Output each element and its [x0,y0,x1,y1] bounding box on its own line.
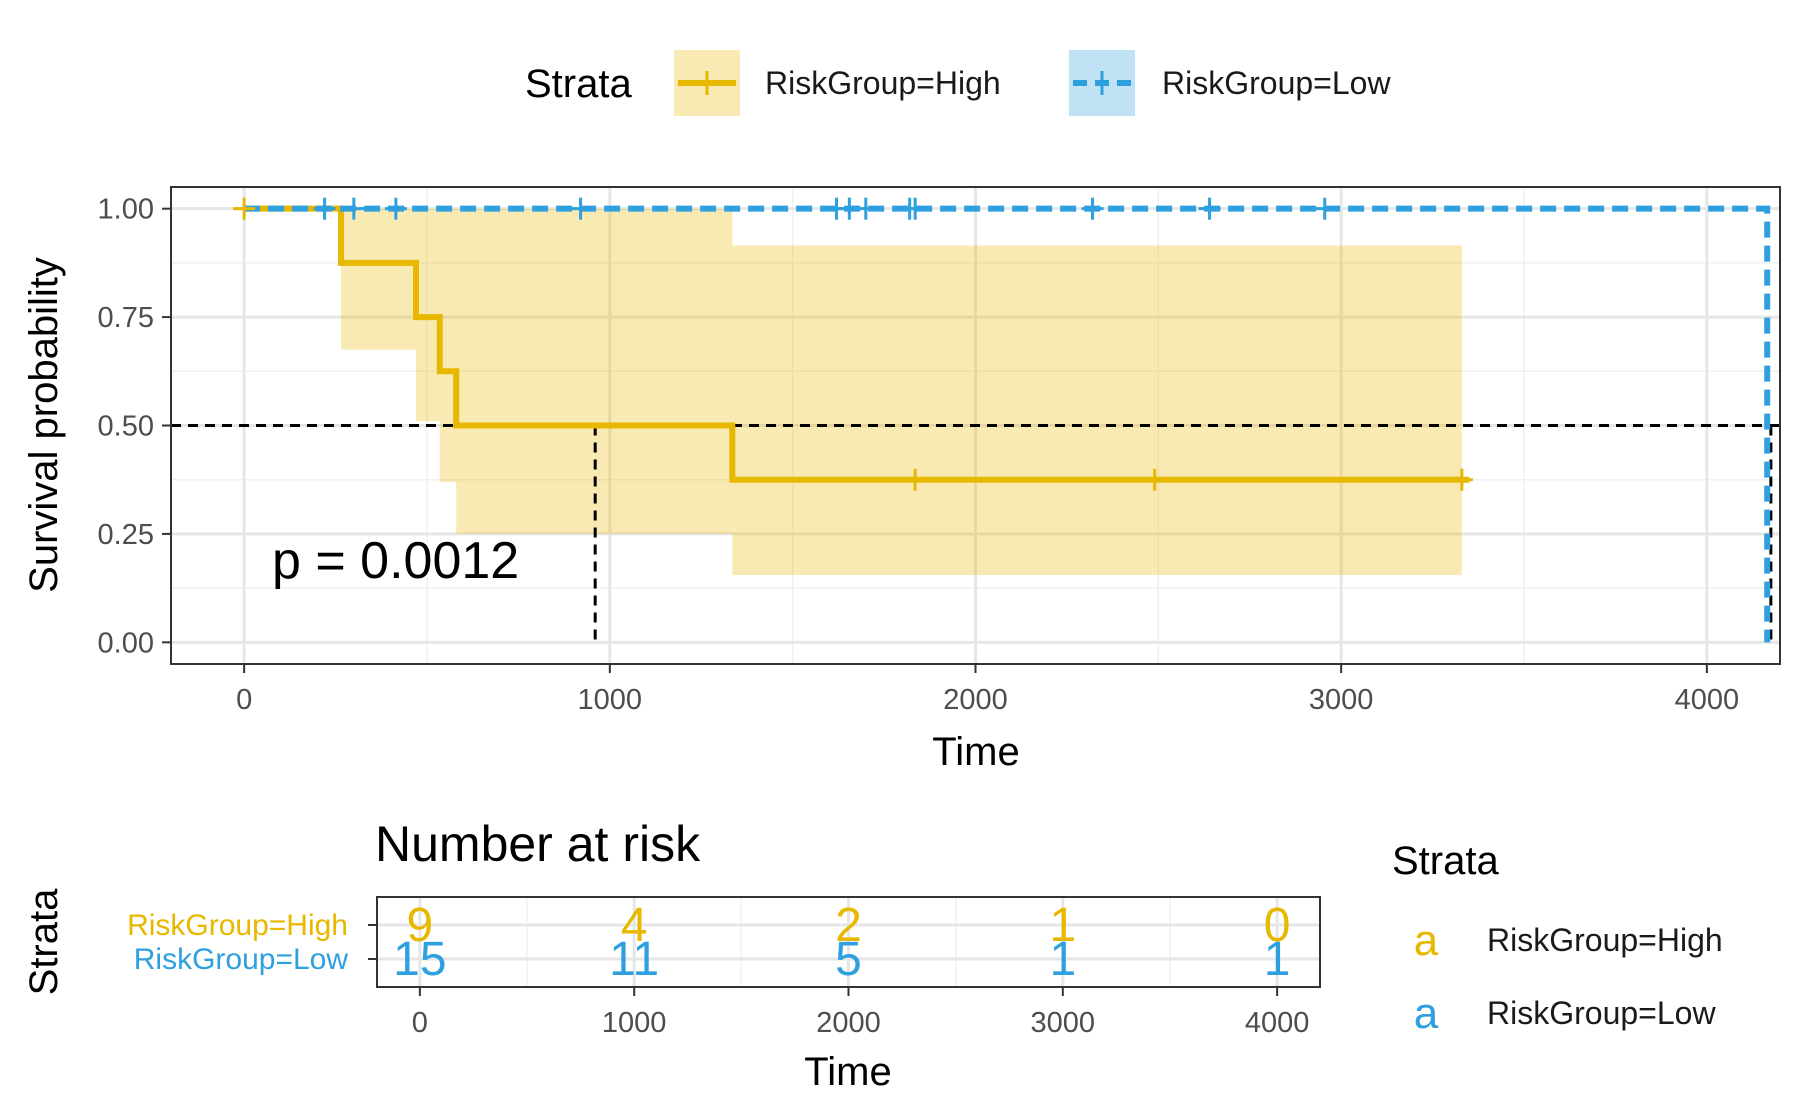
risk-x-tick-label: 0 [412,1007,428,1039]
pvalue-annotation: p = 0.0012 [272,532,519,590]
risk-legend-key-high: a [1414,916,1439,965]
risk-value: 2 [835,899,862,952]
risk-value: 1 [1264,933,1291,986]
km-x-tick-label: 0 [236,684,252,716]
risk-x-tick-label: 2000 [816,1007,881,1039]
risk-legend: Strata a RiskGroup=High a RiskGroup=Low [1392,839,1723,1038]
risk-legend-key-low: a [1414,989,1439,1038]
km-y-axis: 0.00 0.25 0.50 0.75 1.00 [98,194,171,659]
risk-value: 4 [621,899,648,952]
risk-strata-label: RiskGroup=High [127,909,348,942]
km-x-tick-label: 3000 [1309,684,1374,716]
km-confidence-bands [341,208,1462,576]
legend-title: Strata [525,62,632,106]
km-x-tick-label: 1000 [578,684,643,716]
risk-x-axis: 0 1000 2000 3000 4000 [412,987,1310,1039]
legend-label-low: RiskGroup=Low [1162,65,1391,101]
risk-values: 9 4 2 1 015 11 5 1 1 [393,899,1290,986]
risk-value: 9 [407,899,434,952]
risk-x-tick-label: 4000 [1245,1007,1310,1039]
km-x-tick-label: 2000 [943,684,1008,716]
risk-value: 15 [393,933,446,986]
km-y-axis-title: Survival probability [22,257,66,593]
km-reference-lines [171,424,1780,643]
km-y-tick-label: 1.00 [98,194,154,226]
risk-table-title: Number at risk [375,816,701,872]
risk-value: 5 [835,933,862,986]
legend-label-high: RiskGroup=High [765,65,1001,101]
risk-legend-label-low: RiskGroup=Low [1487,995,1716,1031]
risk-strata-label: RiskGroup=Low [134,943,349,976]
km-x-axis-title: Time [932,730,1019,774]
km-ci-band [341,208,417,350]
km-ci-band [439,208,457,482]
risk-x-tick-label: 3000 [1031,1007,1096,1039]
km-y-tick-label: 0.50 [98,411,154,443]
risk-grid [377,897,1320,987]
risk-x-axis-title: Time [804,1050,891,1094]
risk-value: 0 [1264,899,1291,952]
risk-legend-title: Strata [1392,839,1499,883]
km-curve-high [244,205,1470,483]
risk-value: 1 [1049,899,1076,952]
risk-table: Number at risk 9 4 2 1 015 11 5 1 1 RiskGroup=Hi… [22,816,1723,1094]
km-y-tick-label: 0.00 [98,627,154,659]
km-censor-marks [233,197,1473,491]
risk-value: 11 [609,933,659,986]
km-curves [244,205,1771,643]
km-x-tick-label: 4000 [1675,684,1740,716]
km-plot: 0.00 0.25 0.50 0.75 1.00 0 1000 2000 3000 4000 p… [22,186,1781,774]
km-curve-low [244,205,1771,643]
risk-legend-label-high: RiskGroup=High [1487,922,1723,958]
risk-value: 1 [1049,933,1076,986]
km-y-tick-label: 0.75 [98,302,154,334]
km-x-axis: 0 1000 2000 3000 4000 [236,664,1739,716]
top-legend: Strata RiskGroup=High RiskGroup=Low [525,50,1391,116]
risk-y-axis-title: Strata [22,888,66,995]
km-y-tick-label: 0.25 [98,519,154,551]
km-ci-band [732,245,1462,576]
risk-x-tick-label: 1000 [602,1007,667,1039]
